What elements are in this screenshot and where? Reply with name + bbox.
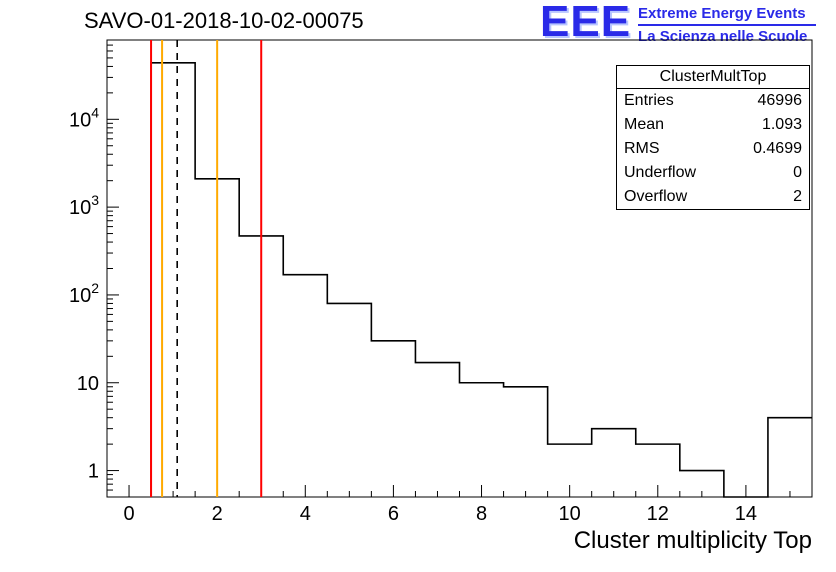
y-tick-label: 104: [69, 104, 99, 131]
x-tick-label: 10: [559, 503, 581, 525]
eee-logo-line1: Extreme Energy Events: [638, 5, 806, 22]
x-tick-label: 6: [388, 503, 399, 525]
stat-value: 0.4699: [753, 140, 802, 157]
stat-value: 46996: [757, 92, 803, 109]
axis-tick-labels: 0 2 4 6 8 10 12 14 1 10 102 103 104: [69, 104, 757, 525]
x-tick-label: 14: [735, 503, 757, 525]
y-tick-label: 102: [69, 280, 99, 307]
stat-value: 0: [793, 164, 802, 181]
plot-title: SAVO-01-2018-10-02-00075: [84, 8, 364, 33]
stat-label: RMS: [624, 140, 660, 157]
stat-value: 2: [793, 188, 802, 205]
x-tick-label: 0: [123, 503, 134, 525]
stat-label: Entries: [624, 92, 674, 109]
eee-logo-subtitle: Extreme Energy Events La Scienza nelle S…: [638, 2, 817, 45]
logo-divider: [638, 24, 817, 26]
axis-ticks: [106, 44, 813, 497]
y-tick-label: 1: [88, 461, 99, 483]
x-tick-label: 12: [647, 503, 669, 525]
x-axis-title: Cluster multiplicity Top: [573, 527, 812, 554]
eee-logo: EEE Extreme Energy Events La Scienza nel…: [540, 0, 817, 46]
stats-title: ClusterMultTop: [617, 66, 809, 89]
stat-row: Overflow 2: [617, 185, 809, 209]
y-tick-label: 103: [69, 192, 99, 219]
histogram-step-line: [150, 62, 812, 498]
stats-box: ClusterMultTop Entries 46996 Mean 1.093 …: [616, 65, 810, 210]
x-tick-label: 8: [476, 503, 487, 525]
stat-label: Overflow: [624, 188, 688, 205]
stat-row: Entries 46996: [617, 89, 809, 113]
y-tick-label: 10: [77, 373, 99, 395]
stat-row: Underflow 0: [617, 161, 809, 185]
x-tick-label: 2: [212, 503, 223, 525]
eee-logo-text: EEE: [540, 0, 632, 46]
stat-row: RMS 0.4699: [617, 137, 809, 161]
stat-label: Mean: [624, 116, 665, 133]
stat-value: 1.093: [761, 116, 802, 133]
stat-label: Underflow: [624, 164, 697, 181]
x-tick-label: 4: [300, 503, 311, 525]
eee-logo-line2: La Scienza nelle Scuole: [638, 28, 808, 45]
stat-row: Mean 1.093: [617, 113, 809, 137]
